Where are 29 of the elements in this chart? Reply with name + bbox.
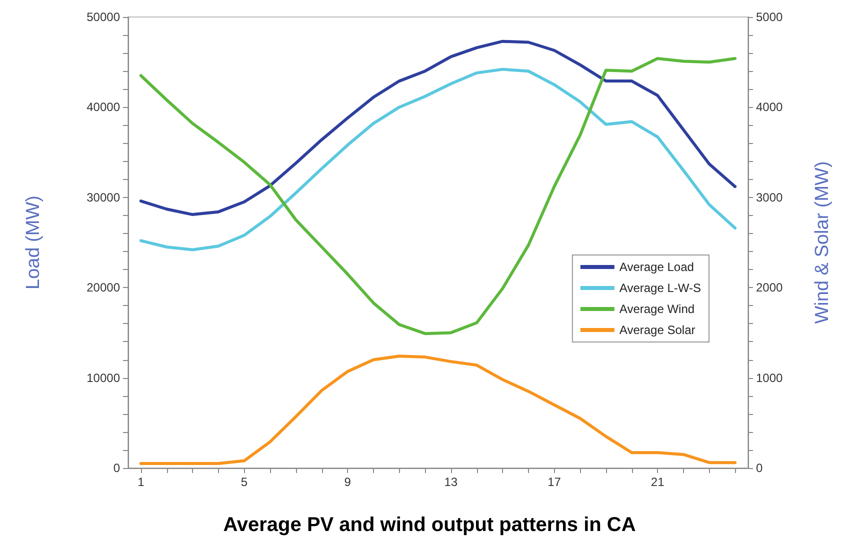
y2-axis-title: Wind & Solar (MW) bbox=[812, 161, 833, 324]
y2-tick-label: 3000 bbox=[756, 190, 784, 204]
legend-label: Average L-W-S bbox=[619, 281, 701, 295]
y-tick-label: 10000 bbox=[86, 370, 120, 385]
y2-tick-label: 4000 bbox=[756, 100, 784, 114]
y-tick-label: 30000 bbox=[86, 190, 120, 204]
y-tick-label: 40000 bbox=[86, 100, 120, 114]
x-tick-label: 9 bbox=[344, 475, 352, 489]
y-tick-label: 50000 bbox=[86, 10, 120, 24]
y2-tick-label: 5000 bbox=[756, 10, 784, 24]
y-tick-label: 0 bbox=[113, 461, 120, 475]
y2-tick-label: 0 bbox=[756, 461, 763, 475]
x-tick-label: 1 bbox=[138, 475, 145, 489]
line-series bbox=[139, 68, 737, 252]
x-tick-label: 13 bbox=[444, 475, 458, 489]
x-tick-label: 17 bbox=[548, 475, 562, 489]
y-axis-title: Load (MW) bbox=[23, 196, 44, 290]
y-tick-label: 20000 bbox=[86, 280, 120, 295]
legend-label: Average Wind bbox=[619, 302, 695, 316]
line-series bbox=[139, 40, 737, 216]
y2-tick-label: 2000 bbox=[756, 280, 784, 295]
x-tick-label: 5 bbox=[240, 475, 248, 489]
x-tick-label: 21 bbox=[650, 475, 665, 489]
y2-tick-label: 1000 bbox=[756, 370, 784, 385]
line-series bbox=[139, 354, 737, 465]
legend-label: Average Solar bbox=[619, 323, 696, 337]
text: Average PV and wind output patterns in CA bbox=[223, 514, 636, 536]
legend-label: Average Load bbox=[619, 260, 694, 274]
line-series bbox=[139, 56, 737, 336]
